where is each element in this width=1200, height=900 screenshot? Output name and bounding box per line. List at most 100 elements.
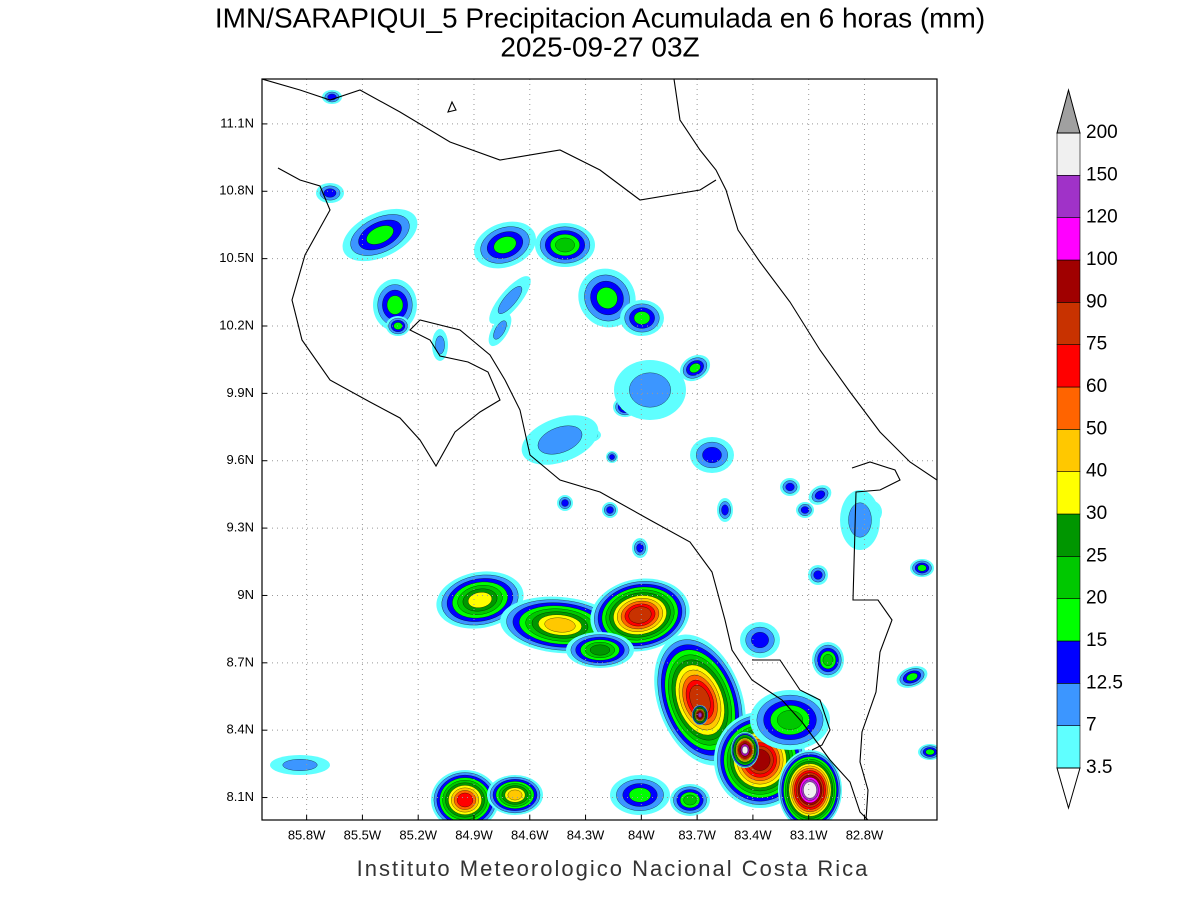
colorbar-label: 60 — [1086, 376, 1107, 397]
precip-contour — [698, 712, 702, 718]
colorbar-segment — [1056, 344, 1081, 388]
colorbar-label: 3.5 — [1086, 757, 1112, 778]
precip-contour — [282, 759, 318, 771]
island — [447, 100, 457, 113]
colorbar-segment — [1056, 598, 1081, 642]
precip-contour — [777, 710, 803, 730]
precip-contour — [813, 570, 823, 580]
x-tick-label: 83.7W — [678, 827, 716, 842]
x-tick-label: 83.1W — [790, 827, 828, 842]
precip-contour — [323, 188, 337, 198]
x-tick-label: 82.8W — [846, 827, 884, 842]
precip-contour — [589, 644, 611, 656]
precip-contour — [468, 592, 492, 608]
colorbar-segment — [1056, 640, 1081, 684]
colorbar: 3.5 7 12.5 15 20 25 30 40 50 60 75 90 100 120 150 200 — [1056, 88, 1123, 810]
precip-contour — [493, 320, 507, 340]
colorbar-label: 150 — [1086, 164, 1118, 185]
pacific-coast — [277, 167, 869, 820]
x-tick-label: 84.3W — [567, 827, 605, 842]
precip-contour — [906, 672, 918, 682]
colorbar-under — [1056, 767, 1081, 810]
precip-contour — [493, 236, 517, 254]
colorbar-segment — [1056, 513, 1081, 557]
colorbar-segment — [1056, 429, 1081, 472]
y-tick-label: 11.1N — [220, 115, 254, 130]
precip-contour — [636, 543, 644, 553]
precip-contour — [689, 363, 701, 373]
precip-contour — [497, 286, 523, 314]
caribbean-coast — [673, 79, 937, 481]
x-tick-label: 84.9W — [455, 827, 493, 842]
precip-contour — [507, 789, 523, 801]
x-tick-label: 85.5W — [344, 827, 382, 842]
border-inner — [752, 659, 831, 751]
y-tick-label: 9N — [237, 587, 254, 602]
precip-contour — [596, 287, 618, 309]
y-tick-label: 9.9N — [227, 385, 254, 400]
precip-contour — [785, 482, 795, 492]
x-tick-label: 84W — [628, 827, 655, 842]
colorbar-over — [1056, 88, 1081, 134]
precip-field — [270, 90, 937, 820]
precip-contour — [800, 506, 810, 514]
subtitle: 2025-09-27 03Z — [500, 31, 699, 62]
precip-contour — [741, 746, 749, 754]
precip-contour — [544, 617, 576, 633]
colorbar-label: 90 — [1086, 291, 1107, 312]
y-tick-label: 8.7N — [227, 654, 254, 669]
precip-contour — [606, 506, 614, 514]
colorbar-segment — [1056, 471, 1081, 515]
y-tick-label: 9.6N — [227, 452, 254, 467]
x-tick-label: 84.6W — [511, 827, 549, 842]
coastlines — [262, 79, 937, 820]
colorbar-label: 7 — [1086, 715, 1097, 736]
precip-contour — [803, 781, 817, 799]
x-tick-label: 83.4W — [734, 827, 772, 842]
precip-contour — [629, 372, 671, 408]
precip-contour — [628, 606, 652, 624]
colorbar-label: 120 — [1086, 207, 1118, 228]
colorbar-label: 25 — [1086, 545, 1107, 566]
colorbar-segment — [1056, 302, 1081, 345]
precip-contour — [925, 748, 935, 756]
precip-contour — [848, 502, 872, 538]
precip-contour — [751, 632, 769, 648]
nicaragua-border — [262, 79, 717, 201]
precip-contour — [822, 654, 834, 666]
colorbar-segment — [1056, 556, 1081, 599]
precip-contour — [537, 425, 583, 455]
colorbar-segment — [1056, 725, 1081, 769]
x-tick-label: 85.2W — [399, 827, 437, 842]
colorbar-label: 200 — [1086, 122, 1118, 143]
y-tick-label: 10.2N — [219, 317, 254, 332]
colorbar-label: 15 — [1086, 630, 1107, 651]
precip-contour — [435, 335, 445, 355]
y-tick-label: 8.1N — [227, 789, 254, 804]
colorbar-label: 50 — [1086, 418, 1107, 439]
precip-contour — [917, 564, 927, 572]
colorbar-label: 12.5 — [1086, 672, 1123, 693]
grid — [262, 79, 937, 820]
colorbar-label: 75 — [1086, 334, 1107, 355]
precip-contour — [386, 295, 404, 315]
precip-contour — [721, 504, 729, 516]
colorbar-segment — [1056, 259, 1081, 303]
precip-contour — [456, 792, 474, 808]
x-tick-label: 85.8W — [288, 827, 326, 842]
map-frame — [261, 78, 938, 821]
colorbar-label: 40 — [1086, 461, 1107, 482]
precip-contour — [683, 794, 697, 806]
y-tick-label: 9.3N — [227, 520, 254, 535]
colorbar-segment — [1056, 683, 1081, 726]
precip-contour — [633, 311, 651, 325]
title: IMN/SARAPIQUI_5 Precipitacion Acumulada … — [215, 2, 985, 33]
y-tick-label: 10.8N — [219, 183, 254, 198]
footer: Instituto Meteorologico Nacional Costa R… — [357, 856, 870, 881]
y-tick-label: 8.4N — [227, 722, 254, 737]
precip-contour — [814, 490, 826, 500]
precip-contour — [366, 225, 394, 245]
precip-contour — [702, 447, 722, 463]
colorbar-segment — [1056, 175, 1081, 218]
